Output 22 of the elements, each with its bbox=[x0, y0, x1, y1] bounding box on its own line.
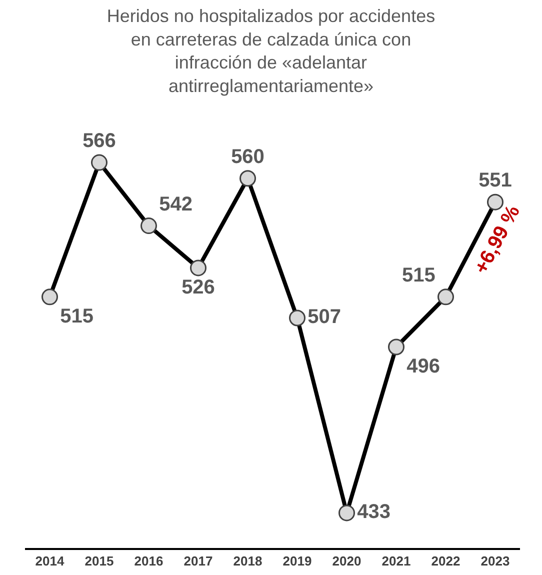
x-tick-label: 2017 bbox=[184, 553, 213, 568]
data-label: 496 bbox=[406, 355, 440, 378]
x-tick-label: 2021 bbox=[382, 553, 411, 568]
data-label: 566 bbox=[82, 130, 116, 152]
x-tick-label: 2014 bbox=[35, 553, 65, 568]
x-tick-label: 2023 bbox=[480, 553, 510, 568]
data-label: 542 bbox=[159, 193, 192, 216]
x-tick-label: 2022 bbox=[431, 553, 460, 568]
chart-title: Heridos no hospitalizados por accidentes en carreteras de calzada única con infracción de «adelantar antirreglamentariamente» bbox=[106, 6, 436, 96]
data-label: 551 bbox=[478, 170, 512, 192]
annotation: +6,99 % bbox=[470, 202, 525, 278]
x-tick-label: 2016 bbox=[134, 553, 164, 568]
data-label: 433 bbox=[357, 500, 390, 523]
x-tick-label: 2018 bbox=[233, 553, 262, 568]
data-label: 507 bbox=[308, 306, 341, 328]
data-label: 560 bbox=[231, 146, 264, 168]
x-tick-label: 2019 bbox=[282, 553, 312, 568]
data-label: 515 bbox=[60, 305, 94, 328]
data-label: 526 bbox=[182, 276, 215, 298]
x-tick-label: 2015 bbox=[84, 553, 114, 568]
data-label: 515 bbox=[402, 264, 436, 287]
x-tick-label: 2020 bbox=[332, 553, 362, 568]
